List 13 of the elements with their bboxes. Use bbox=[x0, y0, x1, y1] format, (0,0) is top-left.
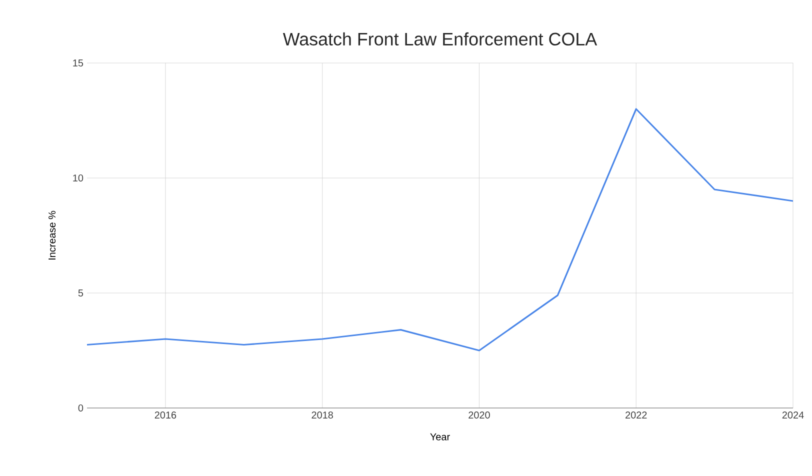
y-tick-label: 5 bbox=[78, 290, 84, 296]
x-axis-title: Year bbox=[430, 433, 450, 440]
x-tick-label: 2022 bbox=[626, 412, 647, 419]
x-tick-label: 2018 bbox=[312, 412, 333, 419]
y-tick-label: 15 bbox=[73, 60, 84, 66]
x-tick-label: 2024 bbox=[782, 412, 804, 419]
x-tick-label: 2020 bbox=[468, 412, 490, 419]
chart-title: Wasatch Front Law Enforcement COLA bbox=[282, 32, 598, 46]
x-tick-label: 2016 bbox=[154, 412, 176, 419]
line-series bbox=[87, 108, 794, 352]
y-axis-title: Increase % bbox=[48, 210, 56, 260]
y-tick-label: 0 bbox=[78, 404, 84, 412]
y-tick-label: 10 bbox=[73, 174, 84, 182]
